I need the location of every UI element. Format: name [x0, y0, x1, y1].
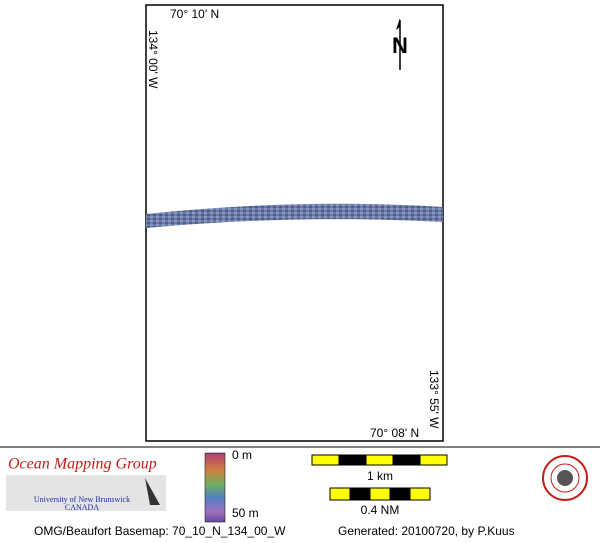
society-logo	[542, 455, 588, 501]
country: CANADA	[65, 503, 99, 512]
right-longitude: 133° 55' W	[427, 370, 441, 429]
group-name: Ocean Mapping Group	[8, 456, 157, 473]
depth-max-label: 50 m	[232, 506, 259, 520]
km-scale-bar	[311, 454, 448, 466]
basemap-label: OMG/Beaufort Basemap: 70_10_N_134_00_W	[34, 524, 286, 538]
logo-image	[6, 475, 166, 511]
nm-scale-bar	[329, 487, 431, 501]
north-label: N	[392, 33, 408, 58]
logo-shape	[145, 478, 160, 505]
depth-colorbar	[204, 452, 226, 523]
nm-scale-label: 0.4 NM	[361, 503, 400, 517]
north-arrow-head	[396, 18, 400, 30]
bottom-latitude: 70° 08' N	[370, 426, 419, 440]
km-scale-label: 1 km	[367, 469, 393, 483]
left-longitude: 134° 00' W	[146, 30, 160, 89]
survey-swath	[146, 203, 443, 228]
generated-label: Generated: 20100720, by P.Kuus	[338, 524, 515, 538]
university: University of New Brunswick	[34, 495, 130, 504]
depth-min-label: 0 m	[232, 448, 252, 462]
top-latitude: 70° 10' N	[170, 7, 219, 21]
